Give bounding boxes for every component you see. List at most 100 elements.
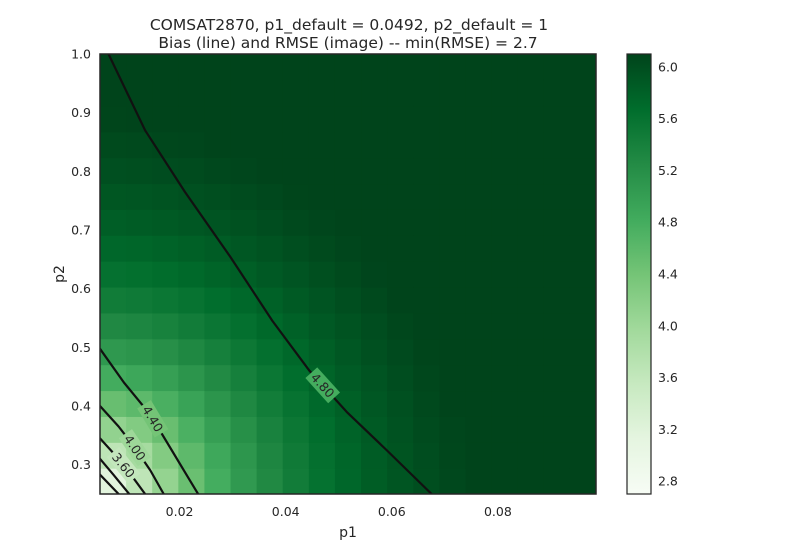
- heatmap-cell: [387, 105, 414, 133]
- chart-title: COMSAT2870, p1_default = 0.0492, p2_defa…: [150, 16, 548, 35]
- heatmap-cell: [361, 286, 388, 314]
- contour-label-gap: [118, 429, 152, 467]
- x-tick-label: 0.02: [166, 504, 194, 519]
- heatmap-cell: [152, 312, 179, 340]
- heatmap-cell: [413, 157, 440, 185]
- heatmap-cell: [230, 79, 258, 107]
- heatmap-cell: [308, 79, 336, 107]
- heatmap-cell: [439, 312, 467, 340]
- heatmap-cell: [334, 338, 362, 366]
- heatmap-cell: [361, 157, 388, 185]
- heatmap-cell: [230, 54, 258, 81]
- heatmap-cell: [491, 286, 519, 314]
- heatmap-cell: [517, 390, 545, 417]
- heatmap-cell: [334, 442, 362, 469]
- heatmap-cell: [308, 235, 336, 262]
- heatmap-cell: [256, 54, 284, 81]
- heatmap-cell: [361, 54, 388, 81]
- heatmap-cell: [152, 54, 179, 81]
- heatmap-cell: [361, 235, 388, 262]
- heatmap-cell: [517, 468, 545, 494]
- heatmap-cell: [491, 364, 519, 392]
- heatmap-cell: [491, 183, 519, 210]
- heatmap-cell: [256, 157, 284, 185]
- colorbar-ticks: 2.8 3.2 3.6 4.0 4.4 4.8 5.2 5.6 6.0: [658, 59, 678, 488]
- heatmap-cell: [178, 131, 206, 159]
- heatmap-cell: [178, 286, 206, 314]
- heatmap-cell: [204, 157, 232, 185]
- heatmap-cell: [569, 416, 596, 443]
- y-axis-label: p2: [52, 265, 68, 283]
- heatmap-cell: [491, 235, 519, 262]
- colorbar-tick-label: 3.2: [658, 422, 678, 437]
- heatmap-cell: [256, 79, 284, 107]
- heatmap-cell: [100, 235, 127, 262]
- heatmap-cell: [387, 157, 414, 185]
- heatmap-cell: [413, 261, 440, 288]
- heatmap-cell: [334, 157, 362, 185]
- heatmap-cell: [334, 261, 362, 288]
- heatmap-cell: [361, 312, 388, 340]
- heatmap-cell: [517, 416, 545, 443]
- heatmap-cell: [282, 390, 310, 417]
- heatmap-cell: [517, 183, 545, 210]
- colorbar-tick-label: 4.4: [658, 267, 678, 282]
- heatmap-cell: [465, 364, 493, 392]
- heatmap-cell: [491, 131, 519, 159]
- heatmap-cell: [282, 442, 310, 469]
- contour-label-gap: [137, 400, 169, 438]
- heatmap-cell: [387, 286, 414, 314]
- heatmap-cell: [204, 54, 232, 81]
- heatmap-cell: [413, 54, 440, 81]
- heatmap-cell: [282, 261, 310, 288]
- heatmap-cell: [387, 235, 414, 262]
- heatmap-cell: [178, 442, 206, 469]
- heatmap-cell: [543, 390, 571, 417]
- bias-contours: 4.804.404.003.60: [100, 54, 433, 494]
- heatmap-cell: [387, 79, 414, 107]
- heatmap-cell: [569, 54, 596, 81]
- heatmap-cell: [204, 261, 232, 288]
- heatmap-cell: [256, 286, 284, 314]
- heatmap-cell: [361, 79, 388, 107]
- heatmap-cell: [543, 105, 571, 133]
- heatmap-cell: [439, 468, 467, 494]
- heatmap-cell: [126, 54, 153, 81]
- heatmap-cell: [413, 416, 440, 443]
- heatmap-cell: [439, 442, 467, 469]
- heatmap-cell: [543, 54, 571, 81]
- heatmap-cell: [282, 364, 310, 392]
- heatmap-cell: [334, 312, 362, 340]
- heatmap-cell: [413, 235, 440, 262]
- heatmap-cell: [543, 364, 571, 392]
- colorbar-tick-label: 4.8: [658, 215, 678, 230]
- heatmap-cell: [491, 390, 519, 417]
- heatmap-cell: [465, 209, 493, 236]
- heatmap-cell: [308, 416, 336, 443]
- heatmap-cell: [178, 416, 206, 443]
- heatmap-cell: [282, 312, 310, 340]
- heatmap-cell: [230, 338, 258, 366]
- heatmap-cell: [465, 261, 493, 288]
- heatmap-cell: [152, 286, 179, 314]
- heatmap-cell: [178, 312, 206, 340]
- heatmap-cell: [517, 364, 545, 392]
- heatmap-cell: [282, 235, 310, 262]
- heatmap-cell: [282, 131, 310, 159]
- heatmap-cell: [387, 54, 414, 81]
- heatmap-cell: [569, 442, 596, 469]
- heatmap-cell: [465, 416, 493, 443]
- heatmap-cell: [439, 416, 467, 443]
- x-axis-label: p1: [339, 525, 357, 541]
- heatmap-cell: [465, 131, 493, 159]
- heatmap-cell: [413, 183, 440, 210]
- heatmap-cell: [308, 183, 336, 210]
- heatmap-cell: [204, 364, 232, 392]
- heatmap-cell: [204, 468, 232, 494]
- contour-line: [100, 473, 120, 494]
- heatmap-cell: [387, 261, 414, 288]
- heatmap-cell: [204, 312, 232, 340]
- heatmap-cell: [361, 131, 388, 159]
- heatmap-cell: [439, 209, 467, 236]
- heatmap-cell: [413, 364, 440, 392]
